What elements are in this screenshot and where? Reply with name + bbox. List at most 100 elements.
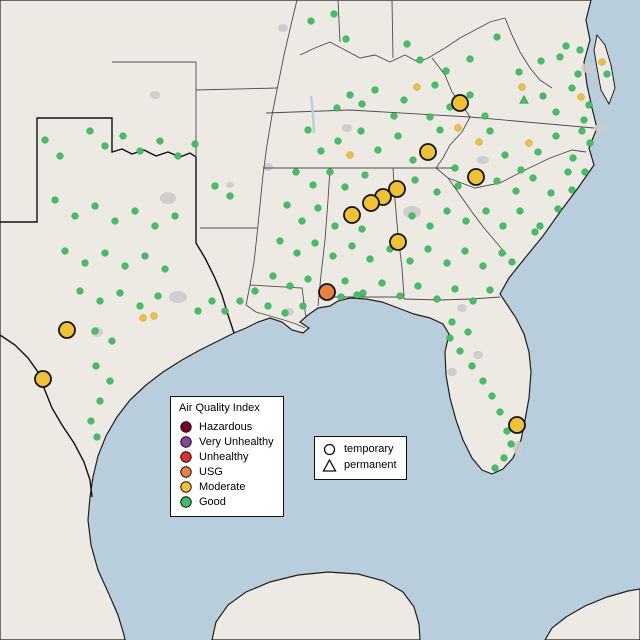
station-good — [406, 257, 414, 265]
station-good — [116, 289, 124, 297]
station-good — [293, 249, 301, 257]
station-good — [154, 292, 162, 300]
station-good — [353, 291, 361, 299]
station-good — [400, 96, 408, 104]
station-good — [491, 464, 499, 472]
temporary-circle-icon — [323, 443, 336, 455]
station-moderate — [475, 138, 483, 146]
kentucky-lake — [309, 95, 316, 134]
station-good — [91, 327, 99, 335]
station-good — [539, 92, 547, 100]
station-good — [493, 177, 501, 185]
station-good — [581, 168, 589, 176]
station-good — [456, 347, 464, 355]
station-good — [61, 247, 69, 255]
station-good — [91, 202, 99, 210]
station-good — [414, 282, 422, 290]
aqi-swatch-icon — [180, 450, 192, 463]
aqi-swatch-icon — [180, 480, 192, 493]
station-good — [486, 286, 494, 294]
aqi-swatch-icon — [180, 435, 192, 448]
aqi-swatch-icon — [180, 465, 192, 478]
station-good — [498, 249, 506, 257]
station-moderate — [598, 58, 606, 66]
station-good — [562, 42, 570, 50]
permanent-label: permanent — [344, 459, 397, 471]
station-moderate — [525, 139, 533, 147]
aqi-legend-rows: Hazardous Very Unhealthy Unhealthy USG Moder… — [179, 419, 275, 509]
aqi-legend-label: USG — [199, 465, 223, 478]
station-good — [390, 112, 398, 120]
station-good — [276, 237, 284, 245]
station-good — [371, 86, 379, 94]
aqi-swatch-icon — [180, 420, 192, 433]
station-good — [431, 81, 439, 89]
yucatan-peninsula — [211, 571, 421, 640]
station-good — [479, 262, 487, 270]
station-good — [556, 53, 564, 61]
station-permanent-good — [519, 94, 529, 104]
station-good — [307, 17, 315, 25]
aqi-legend-label: Good — [199, 495, 226, 508]
station-good — [568, 186, 576, 194]
station-good — [361, 171, 369, 179]
station-good — [264, 302, 272, 310]
station-good — [283, 201, 291, 209]
station-good — [311, 239, 319, 247]
station-good — [436, 126, 444, 134]
station-good — [56, 152, 64, 160]
station-good — [466, 55, 474, 63]
station-good — [314, 204, 322, 212]
station-good — [342, 35, 350, 43]
station-good — [552, 108, 560, 116]
station-good — [481, 112, 489, 120]
station-good — [493, 33, 501, 41]
state-borders — [112, 0, 595, 329]
station-good — [151, 222, 159, 230]
aqi-legend-item: Hazardous — [179, 419, 275, 434]
station-good — [141, 252, 149, 260]
station-good — [479, 377, 487, 385]
station-good — [304, 126, 312, 134]
station-temporary-moderate — [388, 180, 406, 198]
station-good — [507, 440, 515, 448]
texas-border — [0, 117, 235, 498]
station-good — [92, 362, 100, 370]
station-good — [403, 40, 411, 48]
station-temporary-moderate — [34, 370, 52, 388]
station-good — [136, 147, 144, 155]
station-good — [464, 328, 472, 336]
station-good — [326, 168, 334, 176]
station-good — [330, 10, 338, 18]
aqi-legend-item: USG — [179, 464, 275, 479]
station-moderate — [518, 83, 526, 91]
delmarva-peninsula — [593, 33, 616, 106]
station-good — [408, 212, 416, 220]
station-good — [603, 70, 611, 78]
station-good — [536, 222, 544, 230]
station-temporary-moderate — [389, 233, 407, 251]
aqi-legend-label: Moderate — [199, 480, 246, 493]
station-good — [531, 228, 539, 236]
station-good — [96, 397, 104, 405]
station-good — [317, 147, 325, 155]
station-good — [424, 245, 432, 253]
station-good — [329, 252, 337, 260]
station-good — [374, 146, 382, 154]
aqi-legend-label: Hazardous — [199, 420, 253, 433]
station-good — [469, 297, 477, 305]
station-good — [108, 337, 116, 345]
station-good — [515, 68, 523, 76]
station-good — [443, 259, 451, 267]
station-good — [236, 297, 244, 305]
station-good — [333, 104, 341, 112]
permanent-triangle-icon — [322, 458, 337, 472]
station-good — [348, 242, 356, 250]
station-good — [552, 132, 560, 140]
station-good — [298, 217, 306, 225]
station-good — [211, 182, 219, 190]
station-good — [448, 318, 456, 326]
